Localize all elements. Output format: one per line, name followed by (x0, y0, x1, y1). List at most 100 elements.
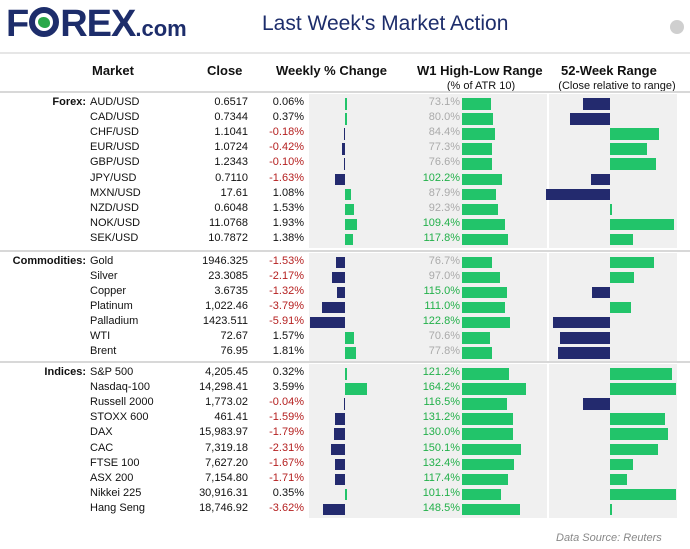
weekly-change-value: 1.81% (272, 345, 304, 358)
atr-value: 77.8% (428, 345, 460, 358)
weekly-change-value: 0.32% (272, 366, 304, 378)
weekly-bar (343, 128, 345, 140)
data-source: Data Source: Reuters (556, 532, 662, 544)
w52-bar (610, 458, 633, 471)
atr-bar (462, 286, 507, 299)
atr-bar (462, 347, 493, 359)
w52-bar (583, 398, 610, 410)
weekly-change-value: -2.31% (269, 441, 304, 454)
close-value: 76.95 (220, 345, 248, 358)
weekly-bar (343, 158, 345, 170)
weekly-bar (345, 98, 347, 110)
close-value: 0.7344 (214, 111, 248, 124)
close-value: 1.0724 (214, 141, 248, 154)
atr-bar (462, 158, 492, 170)
close-value: 7,154.80 (205, 471, 248, 484)
atr-value: 122.8% (422, 314, 460, 327)
weekly-bar (331, 271, 345, 284)
atr-bar (462, 128, 495, 140)
atr-bar (462, 98, 491, 110)
w52-bar (610, 428, 668, 440)
weekly-change-value: -1.53% (269, 254, 304, 267)
weekly-bar (345, 233, 354, 246)
atr-value: 76.6% (428, 156, 460, 169)
w52-bar (553, 316, 610, 329)
weekly-bar (335, 256, 345, 268)
weekly-change-value: 3.59% (272, 381, 304, 394)
atr-value: 164.2% (422, 381, 460, 394)
market-name: Platinum (90, 299, 133, 312)
w52-bar (610, 383, 677, 395)
close-value: 7,627.20 (205, 456, 248, 469)
close-value: 4,205.45 (205, 366, 248, 378)
atr-value: 148.5% (422, 501, 460, 514)
w52-bar (610, 443, 659, 455)
w52-bar (610, 128, 659, 140)
col-header-market: Market (92, 63, 134, 78)
w52-bar (591, 286, 610, 299)
weekly-bar (335, 413, 345, 425)
atr-value: 109.4% (422, 216, 460, 229)
group-separator (0, 91, 690, 93)
col-header-close: Close (207, 63, 243, 78)
atr-value: 87.9% (428, 186, 460, 199)
atr-bar (462, 443, 521, 455)
col-subheader-w1: (% of ATR 10) (446, 80, 516, 92)
weekly-change-value: -0.10% (269, 156, 304, 169)
weekly-change-value: 0.37% (272, 111, 304, 124)
panel-weekly (309, 94, 414, 248)
market-name: CHF/USD (90, 126, 139, 139)
market-name: JPY/USD (90, 171, 137, 184)
close-value: 11.0768 (209, 216, 248, 229)
close-value: 1,022.46 (205, 299, 248, 312)
atr-bar (462, 413, 514, 425)
col-header-w52: 52-Week Range (561, 63, 657, 78)
w52-bar (557, 347, 610, 359)
close-value: 1423.511 (202, 314, 248, 327)
market-name: Nikkei 225 (90, 486, 142, 499)
weekly-change-value: -1.79% (269, 426, 304, 439)
atr-bar (462, 203, 498, 216)
market-name: FTSE 100 (90, 456, 140, 469)
weekly-change-value: -1.71% (269, 471, 304, 484)
weekly-change-value: -2.17% (269, 269, 304, 282)
weekly-bar (343, 398, 345, 410)
w52-bar (610, 368, 672, 380)
atr-value: 92.3% (428, 201, 460, 214)
atr-value: 102.2% (422, 171, 460, 184)
market-name: Gold (90, 254, 114, 267)
weekly-change-value: -1.59% (269, 411, 304, 424)
weekly-change-value: -1.32% (269, 284, 304, 297)
market-name: Copper (90, 284, 127, 297)
market-name: AUD/USD (90, 96, 140, 108)
atr-bar (462, 503, 520, 516)
group-separator (0, 249, 690, 252)
weekly-change-value: 1.57% (272, 330, 304, 342)
atr-value: 76.7% (428, 254, 460, 267)
weekly-bar (309, 316, 345, 329)
atr-value: 130.0% (422, 426, 460, 439)
weekly-change-value: 0.35% (272, 486, 304, 499)
group-label: Forex: (52, 96, 86, 108)
weekly-bar (334, 428, 345, 440)
weekly-change-value: -3.79% (269, 299, 304, 312)
logo-suffix: .com (135, 16, 187, 41)
market-name: STOXX 600 (90, 411, 149, 424)
atr-value: 84.4% (428, 126, 460, 139)
w52-bar (559, 332, 610, 344)
atr-bar (462, 301, 506, 314)
close-value: 17.61 (220, 186, 248, 199)
atr-bar (462, 473, 508, 486)
market-name: GBP/USD (90, 156, 140, 169)
weekly-change-value: 1.53% (272, 201, 304, 214)
w52-bar (591, 173, 610, 185)
atr-value: 70.6% (428, 330, 460, 342)
atr-value: 132.4% (422, 456, 460, 469)
col-header-w1: W1 High-Low Range (417, 63, 543, 78)
weekly-bar (323, 503, 345, 516)
group-label: Indices: (44, 366, 86, 378)
market-name: Nasdaq-100 (90, 381, 150, 394)
weekly-bar (345, 347, 356, 359)
close-value: 0.7110 (215, 171, 248, 184)
atr-bar (462, 256, 492, 268)
